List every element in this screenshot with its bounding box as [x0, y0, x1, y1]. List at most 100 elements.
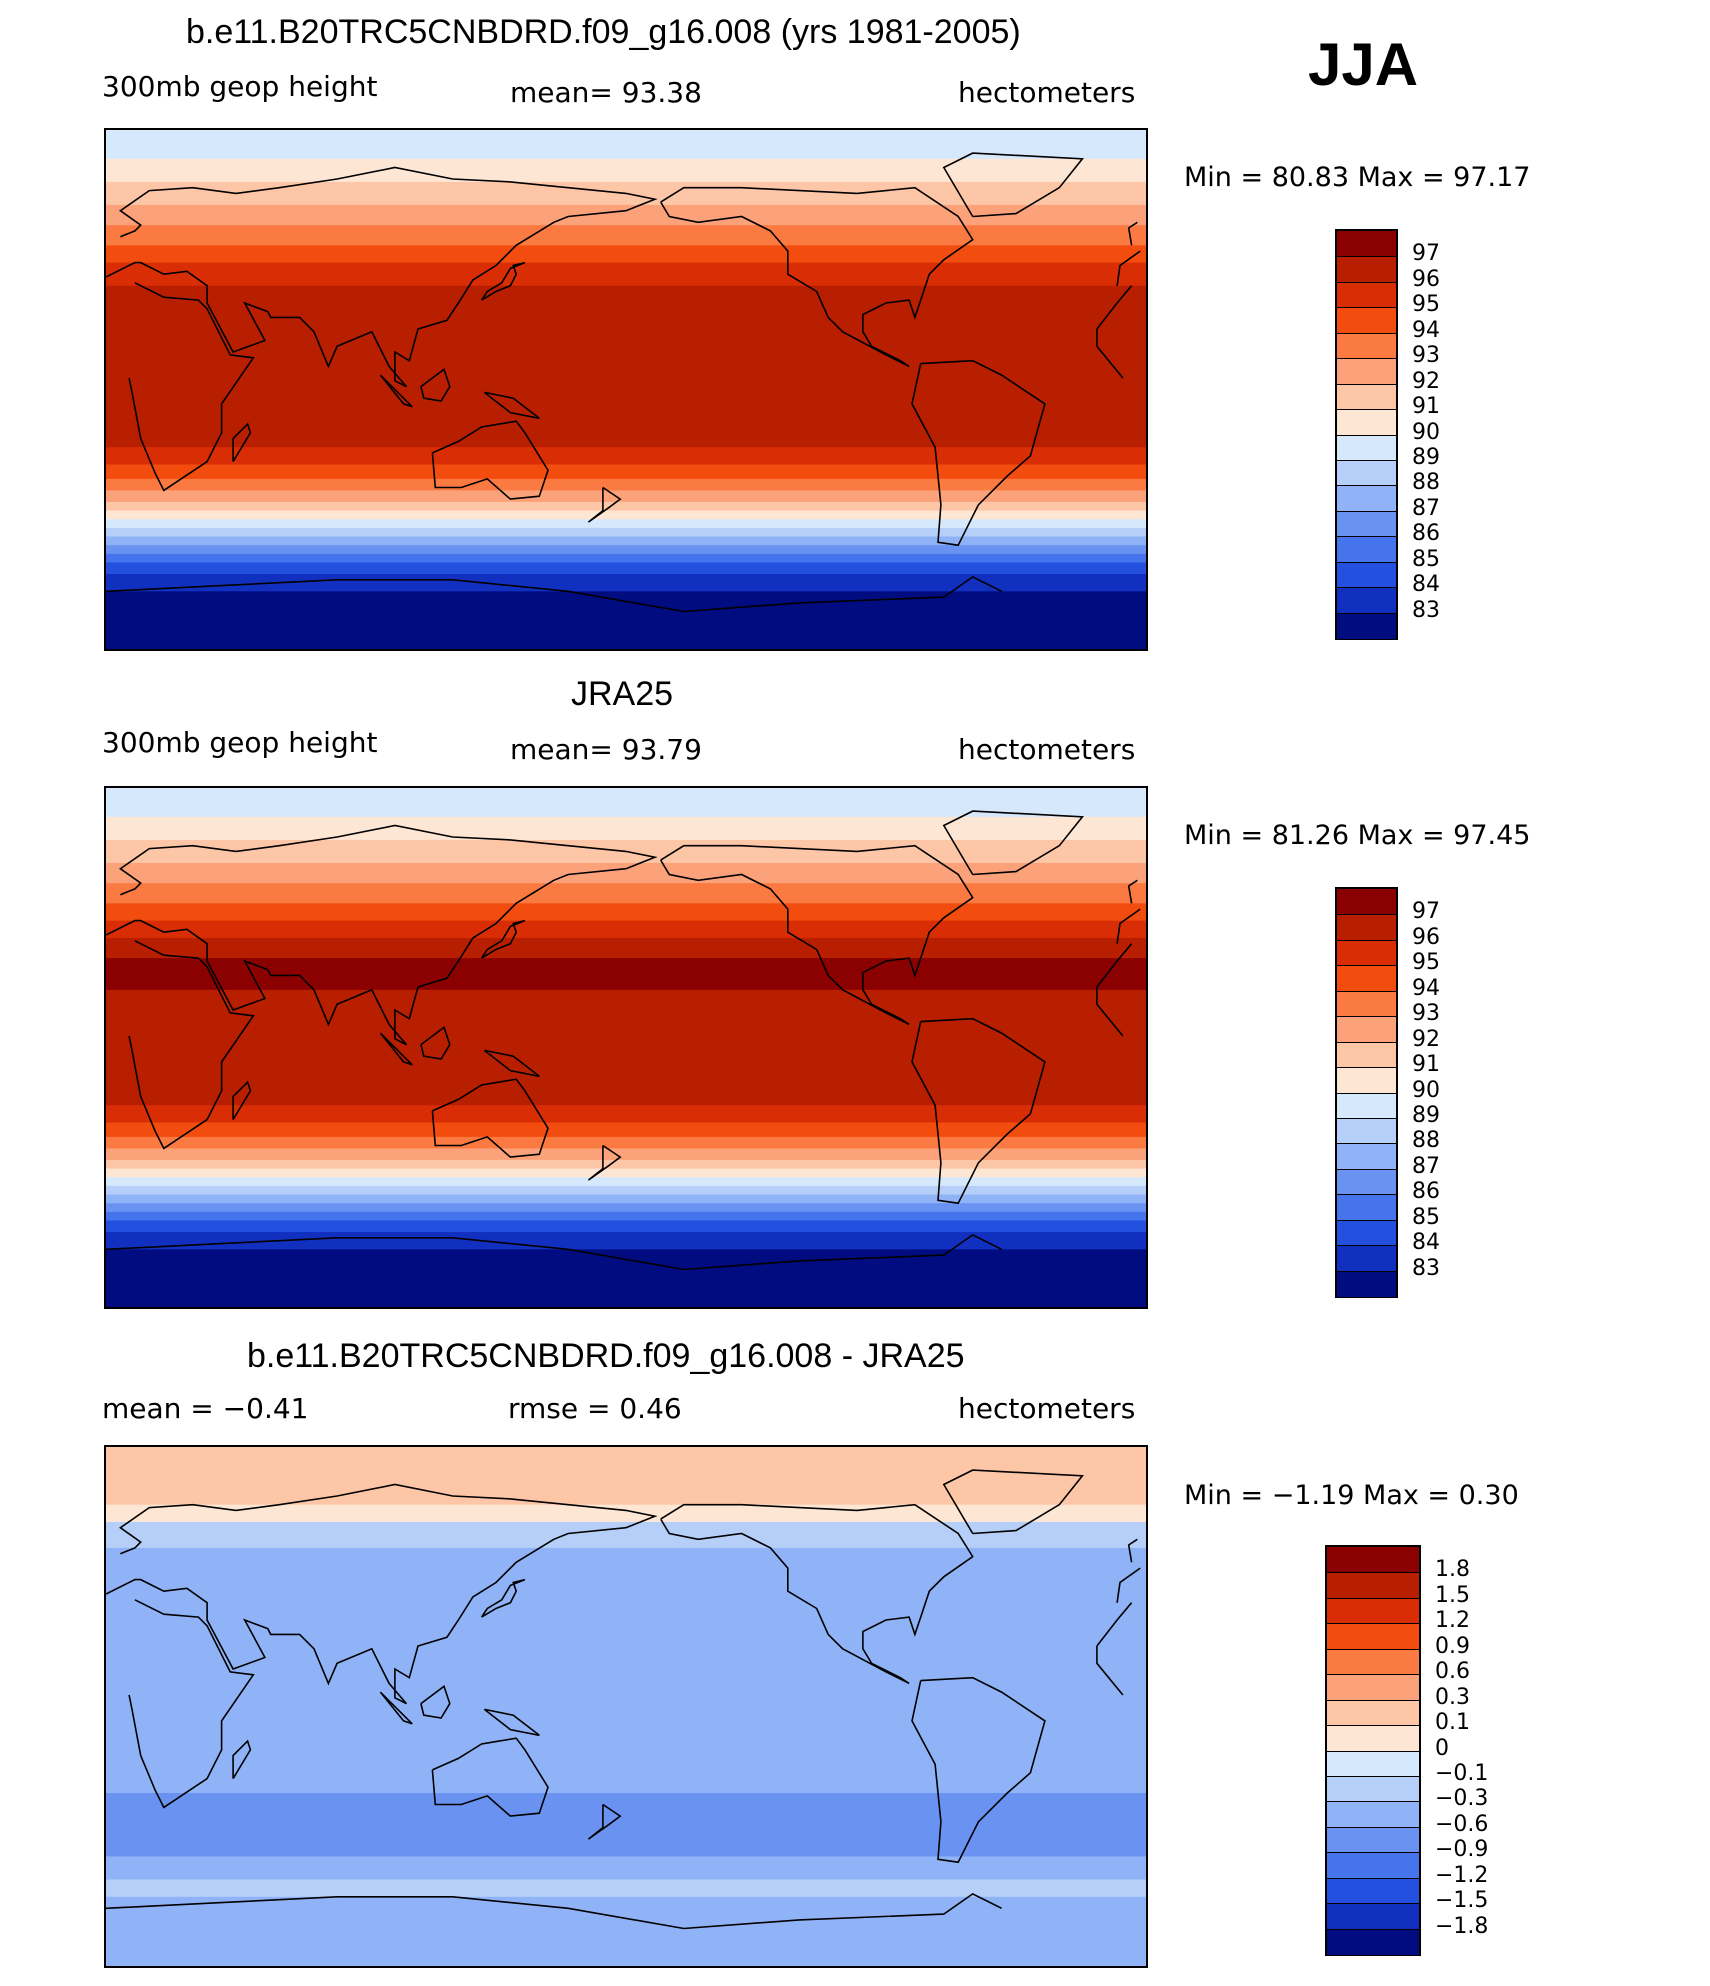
contour-band: [106, 1856, 1146, 1881]
contour-band: [106, 1185, 1146, 1196]
panel-2-units-label: hectometers: [958, 733, 1136, 766]
map-svg: [106, 130, 1146, 649]
panel-2-title: JRA25: [571, 675, 674, 713]
coastline: [106, 166, 1141, 388]
colorbar-swatch: [1337, 939, 1396, 967]
colorbar-label: 89: [1412, 444, 1440, 470]
colorbar-swatch: [1337, 256, 1396, 283]
colorbar-label: 97: [1412, 899, 1440, 925]
contour-band: [106, 1168, 1146, 1179]
coastline: [480, 919, 526, 959]
coastline: [106, 1892, 1002, 1930]
panel-3-colorbar: [1325, 1545, 1421, 1956]
colorbar-label: 95: [1412, 950, 1440, 976]
coastline: [942, 152, 1084, 218]
coastline: [660, 1503, 974, 1685]
coastline: [431, 420, 549, 500]
colorbar-swatch: [1327, 1674, 1419, 1701]
coastline: [128, 1599, 1133, 1809]
colorbar-swatch: [1337, 510, 1396, 538]
colorbar-label: 84: [1412, 572, 1440, 598]
colorbar-label: 0.9: [1435, 1633, 1470, 1659]
contour-band: [106, 1105, 1146, 1124]
colorbar-swatch: [1337, 307, 1396, 334]
contour-band: [106, 1447, 1146, 1506]
colorbar-swatch: [1337, 965, 1396, 992]
colorbar-label: 83: [1412, 597, 1440, 623]
contour-band: [106, 262, 1146, 287]
coastline: [232, 422, 252, 463]
panel-2-colorbar: [1335, 887, 1398, 1298]
contour-band: [106, 519, 1146, 529]
map-svg: [106, 788, 1146, 1307]
colorbar-label: 87: [1412, 495, 1440, 521]
contour-band: [106, 1232, 1146, 1251]
colorbar-swatch: [1337, 332, 1396, 360]
colorbar-swatch: [1327, 1877, 1419, 1905]
colorbar-swatch: [1337, 889, 1396, 915]
colorbar-swatch: [1327, 1826, 1419, 1854]
colorbar-label: 95: [1412, 292, 1440, 318]
coastline: [587, 486, 622, 523]
contour-band: [106, 285, 1146, 449]
colorbar-swatch: [1337, 1270, 1396, 1297]
contour-band: [106, 883, 1146, 905]
panel-2-mean-label: mean= 93.79: [510, 733, 702, 766]
panel-1-mean-label: mean= 93.38: [510, 76, 702, 109]
panel-1-variable-label: 300mb geop height: [102, 70, 378, 103]
panel-2-map: [104, 786, 1148, 1309]
colorbar-swatch: [1337, 1117, 1396, 1145]
contour-band: [106, 816, 1146, 841]
colorbar-swatch: [1327, 1699, 1419, 1727]
coastline: [660, 844, 974, 1026]
coastline: [379, 374, 413, 408]
coastline: [379, 1691, 413, 1725]
colorbar-label: −1.5: [1435, 1888, 1489, 1914]
colorbar-swatch: [1327, 1597, 1419, 1625]
colorbar-swatch: [1327, 1801, 1419, 1828]
contour-band: [106, 490, 1146, 503]
colorbar-swatch: [1337, 409, 1396, 436]
colorbar-swatch: [1337, 1194, 1396, 1221]
colorbar-label: 88: [1412, 470, 1440, 496]
coastline: [431, 1078, 549, 1158]
colorbar-label: 92: [1412, 368, 1440, 394]
colorbar-label: 97: [1412, 241, 1440, 267]
panel-1-min-max: Min = 80.83 Max = 97.17: [1184, 162, 1531, 193]
map-svg: [106, 1447, 1146, 1966]
contour-band: [106, 591, 1146, 649]
coastline: [420, 367, 451, 402]
colorbar-swatch: [1337, 1092, 1396, 1119]
coastline: [483, 391, 540, 420]
colorbar-label: −1.8: [1435, 1913, 1489, 1939]
colorbar-label: 88: [1412, 1128, 1440, 1154]
contour-band: [106, 937, 1146, 960]
colorbar-label: 91: [1412, 1052, 1440, 1078]
coastline: [483, 1708, 540, 1737]
coastline: [232, 1080, 252, 1121]
contour-band: [106, 1648, 1146, 1794]
colorbar-swatch: [1337, 1016, 1396, 1043]
colorbar-label: −1.2: [1435, 1862, 1489, 1888]
contour-band: [106, 1148, 1146, 1161]
panel-3-map: [104, 1445, 1148, 1968]
colorbar-label: 86: [1412, 521, 1440, 547]
coastline: [911, 359, 1046, 547]
contour-band: [106, 788, 1146, 818]
contour-band: [106, 1203, 1146, 1213]
colorbar-label: 83: [1412, 1255, 1440, 1281]
colorbar-swatch: [1327, 1928, 1419, 1955]
contour-band: [106, 536, 1146, 547]
contour-band: [106, 204, 1146, 227]
coastline: [942, 1469, 1084, 1535]
contour-band: [106, 447, 1146, 466]
contour-band: [106, 553, 1146, 564]
colorbar-swatch: [1337, 914, 1396, 941]
colorbar-label: 93: [1412, 343, 1440, 369]
colorbar-label: 87: [1412, 1153, 1440, 1179]
coastline: [1127, 879, 1138, 904]
colorbar-label: 86: [1412, 1179, 1440, 1205]
colorbar-swatch: [1337, 1143, 1396, 1170]
colorbar-swatch: [1337, 990, 1396, 1018]
coastline: [480, 261, 526, 301]
